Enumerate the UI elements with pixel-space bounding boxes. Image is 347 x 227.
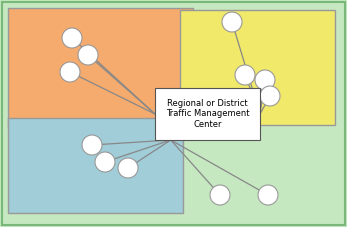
Circle shape <box>260 86 280 106</box>
Bar <box>180 10 335 125</box>
Bar <box>155 88 260 140</box>
Circle shape <box>78 45 98 65</box>
Circle shape <box>95 152 115 172</box>
Circle shape <box>82 135 102 155</box>
Circle shape <box>118 158 138 178</box>
Circle shape <box>235 65 255 85</box>
Circle shape <box>255 70 275 90</box>
Circle shape <box>60 62 80 82</box>
Circle shape <box>62 28 82 48</box>
Circle shape <box>210 185 230 205</box>
Bar <box>8 8 193 128</box>
Text: Regional or District
Traffic Management
Center: Regional or District Traffic Management … <box>166 99 249 129</box>
Circle shape <box>258 185 278 205</box>
Circle shape <box>222 12 242 32</box>
Bar <box>8 118 183 213</box>
